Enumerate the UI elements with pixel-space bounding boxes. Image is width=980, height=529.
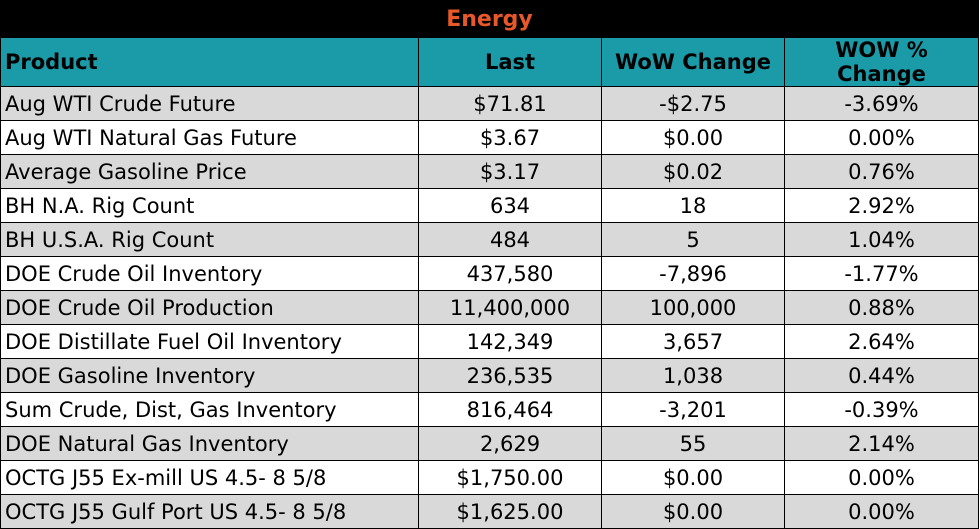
table-row: DOE Natural Gas Inventory 2,629 55 2.14% [0,426,979,461]
cell-wow-pct-change: -3.69% [784,86,979,121]
cell-last: 11,400,000 [418,290,602,325]
cell-wow-change: 100,000 [601,290,785,325]
cell-product: DOE Distillate Fuel Oil Inventory [0,324,419,359]
cell-wow-pct-change: 2.92% [784,188,979,223]
cell-wow-change: -$2.75 [601,86,785,121]
cell-wow-change: 5 [601,222,785,257]
cell-last: 142,349 [418,324,602,359]
cell-wow-pct-change: -1.77% [784,256,979,291]
column-header-last: Last [418,37,602,87]
table-row: Average Gasoline Price $3.17 $0.02 0.76% [0,154,979,189]
cell-last: $1,750.00 [418,460,602,495]
cell-wow-pct-change: 0.00% [784,460,979,495]
cell-wow-pct-change: 1.04% [784,222,979,257]
cell-wow-pct-change: 0.76% [784,154,979,189]
table-row: Aug WTI Natural Gas Future $3.67 $0.00 0.00… [0,120,979,155]
cell-last: $3.67 [418,120,602,155]
cell-product: Sum Crude, Dist, Gas Inventory [0,392,419,427]
cell-wow-change: $0.00 [601,120,785,155]
table-row: DOE Gasoline Inventory 236,535 1,038 0.44% [0,358,979,393]
cell-wow-change: 3,657 [601,324,785,359]
cell-last: 236,535 [418,358,602,393]
cell-product: Aug WTI Crude Future [0,86,419,121]
cell-wow-pct-change: 2.14% [784,426,979,461]
cell-wow-pct-change: 2.64% [784,324,979,359]
table-row: Sum Crude, Dist, Gas Inventory 816,464 -3,… [0,392,979,427]
cell-last: 437,580 [418,256,602,291]
table-row: OCTG J55 Ex-mill US 4.5- 8 5/8 $1,750.00 $… [0,460,979,495]
cell-product: DOE Gasoline Inventory [0,358,419,393]
cell-wow-pct-change: -0.39% [784,392,979,427]
cell-product: OCTG J55 Gulf Port US 4.5- 8 5/8 [0,494,419,529]
header-row: Product Last WoW Change WOW % Change [0,37,979,87]
cell-product: DOE Crude Oil Production [0,290,419,325]
column-header-product: Product [0,37,419,87]
table-row: Aug WTI Crude Future $71.81 -$2.75 -3.69% [0,86,979,121]
table-body: Aug WTI Crude Future $71.81 -$2.75 -3.69% Au… [0,86,979,529]
cell-wow-change: 18 [601,188,785,223]
cell-last: 484 [418,222,602,257]
table-title: Energy [0,0,979,38]
table-row: DOE Crude Oil Inventory 437,580 -7,896 -1.7… [0,256,979,291]
cell-wow-change: 55 [601,426,785,461]
cell-wow-change: 1,038 [601,358,785,393]
cell-product: BH N.A. Rig Count [0,188,419,223]
title-row: Energy [0,0,979,38]
cell-wow-change: $0.00 [601,460,785,495]
cell-last: $3.17 [418,154,602,189]
cell-wow-change: -7,896 [601,256,785,291]
cell-wow-change: $0.02 [601,154,785,189]
cell-product: Average Gasoline Price [0,154,419,189]
table-row: OCTG J55 Gulf Port US 4.5- 8 5/8 $1,625.0… [0,494,979,529]
table-row: DOE Crude Oil Production 11,400,000 100,00… [0,290,979,325]
table-row: BH U.S.A. Rig Count 484 5 1.04% [0,222,979,257]
table-row: BH N.A. Rig Count 634 18 2.92% [0,188,979,223]
cell-last: 634 [418,188,602,223]
column-header-wow-pct-change: WOW % Change [784,37,979,87]
cell-product: DOE Crude Oil Inventory [0,256,419,291]
cell-wow-pct-change: 0.00% [784,120,979,155]
cell-product: DOE Natural Gas Inventory [0,426,419,461]
cell-wow-change: -3,201 [601,392,785,427]
cell-wow-pct-change: 0.44% [784,358,979,393]
cell-product: BH U.S.A. Rig Count [0,222,419,257]
cell-last: $1,625.00 [418,494,602,529]
table-row: DOE Distillate Fuel Oil Inventory 142,349… [0,324,979,359]
cell-wow-pct-change: 0.00% [784,494,979,529]
cell-product: OCTG J55 Ex-mill US 4.5- 8 5/8 [0,460,419,495]
column-header-wow-change: WoW Change [601,37,785,87]
cell-product: Aug WTI Natural Gas Future [0,120,419,155]
cell-wow-pct-change: 0.88% [784,290,979,325]
cell-wow-change: $0.00 [601,494,785,529]
cell-last: $71.81 [418,86,602,121]
cell-last: 2,629 [418,426,602,461]
cell-last: 816,464 [418,392,602,427]
